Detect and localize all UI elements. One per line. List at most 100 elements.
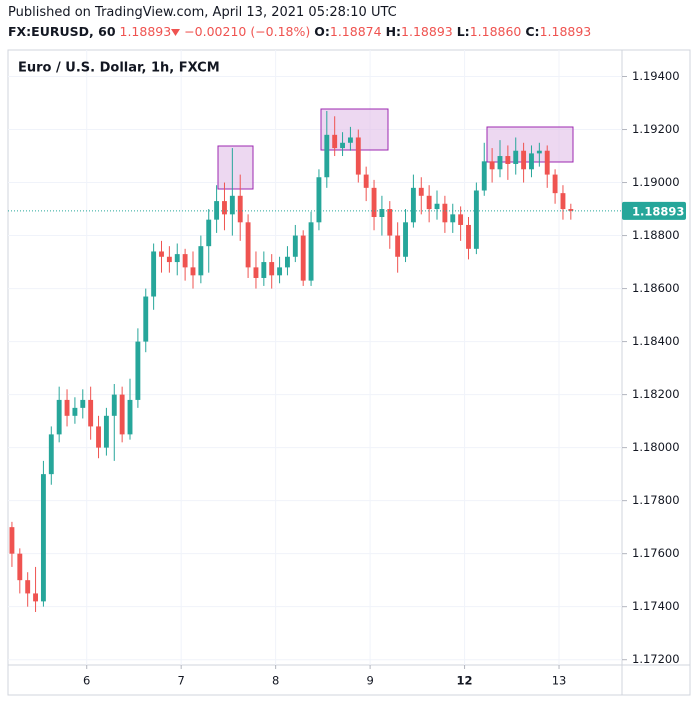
candle-body: [103, 415, 109, 448]
candle-body: [245, 222, 251, 268]
candle-body: [206, 219, 212, 247]
candle-body: [17, 553, 23, 581]
candle-body: [292, 235, 298, 257]
y-tick-label: 1.17200: [632, 652, 680, 666]
candle-body: [127, 399, 133, 435]
ohlc-value: 1.18893: [539, 24, 592, 39]
chart-frame: [7, 49, 691, 696]
candle-body: [135, 341, 141, 400]
last-price-label: 1.18893: [632, 204, 684, 218]
candle-body: [489, 161, 495, 170]
candle-body: [316, 177, 322, 223]
published-line: Published on TradingView.com, April 13, …: [8, 5, 397, 20]
highlight-box: [217, 145, 254, 190]
y-tick-label: 1.19000: [632, 175, 680, 189]
candle-body: [9, 527, 15, 554]
y-tick-label: 1.19200: [632, 122, 680, 136]
ohlc-label: H:: [385, 24, 402, 39]
candle-body: [80, 399, 86, 408]
candle-body: [151, 251, 157, 297]
candle-body: [237, 195, 243, 223]
candle-body: [72, 407, 78, 416]
candle-body: [96, 426, 101, 448]
y-tick-label: 1.18200: [632, 387, 680, 401]
candle-body: [505, 156, 511, 164]
candle-body: [174, 254, 180, 263]
candle-body: [159, 251, 164, 257]
highlight-box: [320, 108, 389, 151]
x-tick-label: 13: [552, 674, 567, 688]
ohlc-label: L:: [456, 24, 470, 39]
candle-body: [88, 399, 94, 427]
candle-body: [285, 256, 290, 268]
x-tick-label: 8: [272, 674, 279, 688]
y-tick-label: 1.18600: [632, 281, 680, 295]
candle-body: [166, 256, 172, 263]
last-price-badge: [622, 201, 686, 220]
candle-body: [340, 142, 345, 149]
last-price: 1.18893: [119, 24, 172, 39]
candle-body: [395, 235, 401, 257]
ohlc-value: 1.18860: [469, 24, 522, 39]
candle-body: [497, 156, 503, 170]
candle-body: [379, 209, 385, 218]
candle-body: [529, 153, 534, 170]
candle-body: [434, 203, 440, 210]
symbol: FX:EURUSD, 60: [8, 24, 116, 39]
symbol-line: FX:EURUSD, 60 1.18893 −0.00210 (−0.18%) …: [8, 24, 591, 39]
candle-body: [332, 134, 338, 149]
candle-body: [261, 262, 267, 278]
candle-body: [324, 134, 330, 178]
candle-body: [308, 222, 314, 281]
ohlc-label: C:: [525, 24, 540, 39]
candle-body: [466, 224, 471, 249]
candle-body: [418, 187, 424, 196]
y-tick-label: 1.17600: [632, 546, 680, 560]
candle-body: [269, 262, 275, 276]
ohlc-value: 1.18893: [401, 24, 453, 39]
candle-body: [300, 235, 306, 281]
candle-body: [568, 209, 574, 211]
x-tick-label: 6: [83, 674, 90, 688]
chart-title: Euro / U.S. Dollar, 1h, FXCM: [18, 61, 220, 76]
y-tick-label: 1.17400: [632, 599, 680, 613]
candle-body: [119, 394, 125, 435]
candle-body: [64, 399, 70, 416]
y-tick-label: 1.18800: [632, 228, 680, 242]
candle-body: [450, 214, 456, 223]
y-tick-label: 1.18400: [632, 334, 680, 348]
candle-body: [182, 254, 188, 268]
candle-body: [355, 137, 361, 175]
candle-body: [536, 150, 542, 154]
candle-body: [521, 150, 527, 170]
candle-body: [214, 201, 220, 220]
candle-body: [277, 267, 283, 276]
candle-body: [458, 214, 464, 225]
candle-body: [513, 150, 519, 164]
candle-body: [347, 137, 353, 143]
candle-body: [481, 161, 487, 191]
candle-body: [222, 201, 227, 215]
candle-body: [552, 174, 558, 194]
candle-body: [33, 593, 38, 602]
candle-body: [143, 296, 149, 342]
candle-body: [229, 195, 235, 215]
candle-body: [363, 174, 369, 188]
candle-body: [56, 399, 62, 435]
candle-body: [410, 187, 416, 223]
candle-body: [40, 474, 46, 602]
candle-body: [371, 187, 377, 218]
candle-body: [387, 209, 393, 236]
x-tick-label: 7: [178, 674, 185, 688]
down-arrow: [171, 29, 181, 36]
candle-body: [403, 222, 408, 257]
candle-body: [190, 267, 196, 276]
x-tick-label: 12: [457, 674, 473, 688]
x-tick-label: 9: [366, 674, 373, 688]
candle-body: [473, 190, 479, 249]
candle-body: [426, 195, 432, 210]
change: −0.00210 (−0.18%): [184, 24, 311, 39]
ohlc-value: 1.18874: [329, 24, 382, 39]
